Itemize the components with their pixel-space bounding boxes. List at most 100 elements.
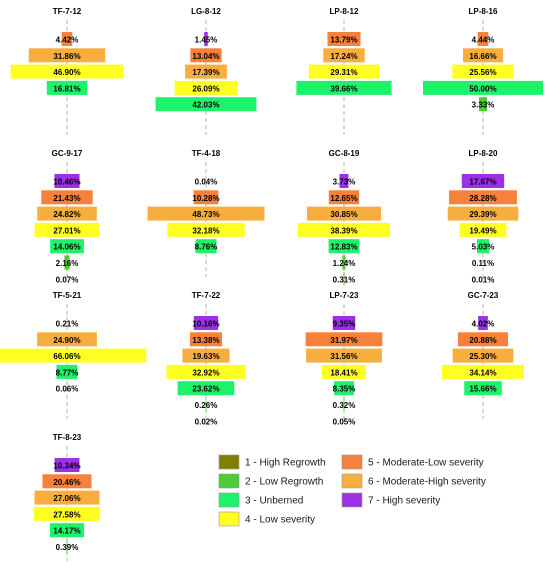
data-label: 27.58% [53,510,80,519]
data-label: 14.17% [53,527,80,536]
data-label: 0.32% [333,401,356,410]
data-label: 31.86% [53,52,80,61]
data-label: 0.26% [195,401,218,410]
legend-label: 4 - Low severity [245,515,315,526]
data-label: 32.92% [192,368,219,377]
panel-gc-8-19: GC-8-193.73%12.65%30.85%38.39%12.83%1.24… [298,149,390,286]
legend-label: 6 - Moderate-High severity [368,477,486,488]
data-label: 8.76% [195,243,218,252]
data-label: 23.62% [192,385,219,394]
panel-title: LG-8-12 [191,7,221,16]
panel-gc-9-17: GC-9-1710.46%21.43%24.82%27.01%14.06%2.1… [35,149,100,286]
panel-tf-7-12: TF-7-12 4.42% 31.86% 46.90% 16.81% [11,7,124,135]
data-label: 0.01% [472,275,495,284]
data-label: 16.66% [469,52,496,61]
data-label: 10.34% [53,462,80,471]
legend: 1 - High Regrowth 2 - Low Regrowth 3 - Unb… [219,455,486,526]
data-label: 42.03% [192,101,219,110]
data-label: 16.81% [53,84,80,93]
data-label: 5.03% [472,243,495,252]
data-label: 0.06% [56,385,79,394]
data-label: 31.97% [330,336,357,345]
legend-swatch [219,512,239,526]
legend-label: 5 - Moderate-Low severity [368,458,484,469]
legend-swatch [342,493,362,507]
legend-swatch [219,474,239,488]
data-label: 17.24% [330,52,357,61]
panel-title: TF-5-21 [53,291,82,300]
data-label: 32.18% [192,226,219,235]
panel-lg-8-12: LG-8-121.45%13.04%17.39%26.09%42.03% [156,7,257,135]
panel-title: TF-7-12 [53,7,82,16]
panel-tf-8-23: TF-8-23 10.34% 20.46% 27.06% 27.58% 14.17% 0.3… [34,433,100,561]
data-label: 0.04% [195,178,218,187]
data-label: 17.67% [469,178,496,187]
data-label: 27.01% [53,226,80,235]
data-label: 14.06% [53,243,80,252]
data-label: 0.11% [472,259,494,268]
panel-title: GC-9-17 [52,149,83,158]
data-label: 9.35% [333,320,356,329]
data-label: 25.56% [469,68,496,77]
data-label: 3.73% [333,178,356,187]
panel-title: LP-7-23 [330,291,359,300]
data-label: 30.85% [330,210,357,219]
data-label: 0.39% [56,543,79,552]
panel-tf-5-21: TF-5-210.21%24.90%66.06%8.77%0.06% [0,291,146,419]
data-label: 50.00% [469,84,496,93]
data-label: 2.16% [56,259,79,268]
data-label: 0.07% [56,275,79,284]
data-label: 31.56% [330,352,357,361]
data-label: 8.77% [56,368,79,377]
data-label: 15.66% [469,385,496,394]
legend-swatch [219,455,239,469]
data-label: 28.28% [469,194,496,203]
panel-title: LP-8-20 [469,149,498,158]
panel-lp-7-23: LP-7-23 9.35% 31.97% 31.56% 18.41% 8.35% 0.32%… [306,291,383,428]
data-label: 0.21% [56,320,79,329]
legend-label: 3 - Unberned [245,496,303,507]
panel-title: TF-8-23 [53,433,82,442]
panel-tf-4-18: TF-4-18 0.04% 10.28% 48.73% 32.18% 8.76% [148,149,265,277]
data-label: 12.65% [330,194,357,203]
data-label: 10.28% [192,194,219,203]
data-label: 4.02% [472,320,495,329]
data-label: 0.31% [333,275,356,284]
panel-title: GC-8-19 [329,149,360,158]
data-label: 8.35% [333,385,356,394]
data-label: 3.33% [472,101,495,110]
data-label: 17.39% [192,68,219,77]
data-label: 29.39% [469,210,496,219]
data-label: 18.41% [330,368,357,377]
panel-tf-7-22: TF-7-2210.16%13.38%19.63%32.92%23.62%0.2… [166,291,245,428]
legend-swatch [219,493,239,507]
data-label: 13.04% [192,52,219,61]
data-label: 46.90% [53,68,80,77]
data-label: 21.43% [53,194,80,203]
legend-label: 1 - High Regrowth [245,458,326,469]
data-label: 20.46% [53,478,80,487]
data-label: 0.02% [195,417,218,426]
data-label: 34.14% [469,368,496,377]
data-label: 12.83% [330,243,357,252]
data-label: 4.42% [56,36,79,45]
panel-title: TF-4-18 [192,149,221,158]
data-label: 0.05% [333,417,356,426]
data-label: 27.06% [53,494,80,503]
panel-gc-7-23: GC-7-234.02%20.88%25.30%34.14%15.66% [442,291,524,419]
data-label: 1.45% [195,36,218,45]
panel-title: LP-8-12 [330,7,359,16]
panel-lp-8-20: LP-8-2017.67%28.28%29.39%19.49%5.03%0.11… [448,149,519,286]
panel-title: LP-8-16 [469,7,498,16]
legend-label: 2 - Low Regrowth [245,477,323,488]
data-label: 39.66% [330,84,357,93]
data-label: 13.38% [192,336,219,345]
data-label: 25.30% [469,352,496,361]
panel-title: GC-7-23 [468,291,499,300]
data-label: 24.90% [53,336,80,345]
data-label: 48.73% [192,210,219,219]
data-label: 10.46% [53,178,80,187]
